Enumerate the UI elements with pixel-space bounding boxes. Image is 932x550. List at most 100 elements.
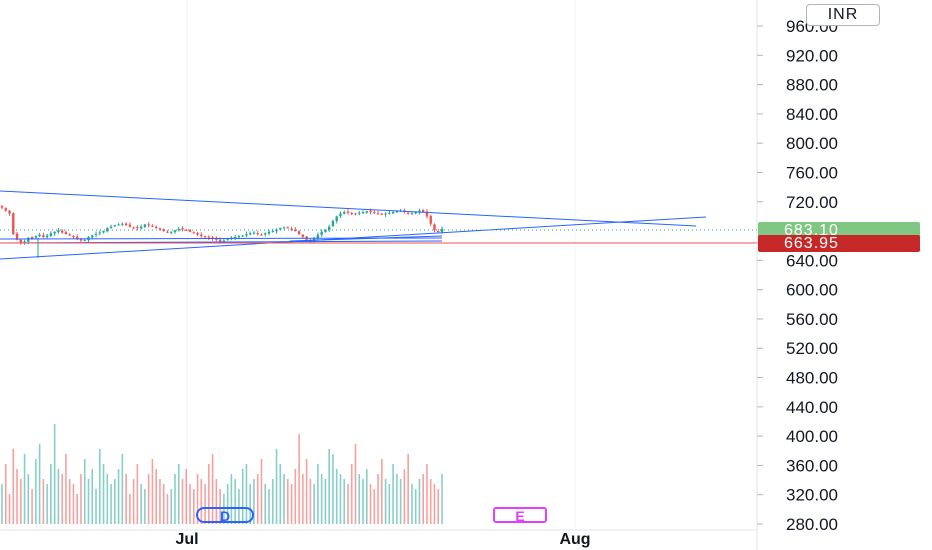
candle (373, 209, 376, 215)
candle (282, 226, 286, 230)
volume-bar (196, 474, 199, 524)
volume-bar (136, 464, 139, 524)
candle (384, 212, 387, 217)
volume-bar (12, 449, 15, 524)
volume-bar (373, 489, 376, 524)
candle (113, 224, 117, 228)
volume-bar (335, 469, 338, 524)
volume-bar (328, 449, 330, 524)
volume-bar (204, 484, 206, 524)
upper-trendline[interactable] (0, 190, 697, 227)
volume-bar (117, 469, 120, 524)
volume-bar (1, 484, 3, 524)
volume-bar (339, 474, 342, 524)
volume-bar (230, 474, 233, 524)
candle (286, 226, 290, 229)
candle (72, 234, 75, 239)
y-tick-label: 880.00 (786, 76, 838, 95)
candle (264, 232, 267, 237)
volume-bar (65, 454, 67, 524)
candle (380, 212, 384, 215)
volume-bar (53, 424, 56, 524)
volume-bar (309, 479, 312, 524)
candle (147, 222, 150, 228)
candle (136, 225, 139, 231)
currency-selector[interactable]: INR (806, 4, 880, 26)
candle (192, 231, 195, 234)
volume-bar (159, 479, 161, 524)
volume-bar (429, 479, 432, 524)
candle (34, 235, 38, 240)
y-tick-label: 400.00 (786, 427, 838, 446)
volume-bar (294, 469, 297, 524)
candle (185, 228, 188, 231)
volume-bar (31, 489, 33, 524)
y-tick-label: 480.00 (786, 369, 838, 388)
volume-bar (256, 474, 259, 524)
volume-bar (83, 459, 86, 524)
volume-bar (208, 464, 210, 524)
support-line-2[interactable] (0, 237, 443, 240)
candle (271, 228, 274, 233)
candle (245, 231, 248, 238)
candle (249, 231, 252, 236)
volume-bar (177, 464, 180, 524)
volume-bar (87, 479, 90, 524)
volume-bar (234, 479, 236, 524)
y-tick-label: 560.00 (786, 310, 838, 329)
volume-bar (283, 474, 285, 524)
price-axis[interactable]: 960.00920.00880.00840.00800.00760.00720.… (757, 17, 838, 534)
y-tick-label: 640.00 (786, 251, 838, 270)
volume-bar (433, 484, 436, 524)
candle (339, 211, 342, 219)
candle (12, 212, 15, 235)
y-tick-label: 840.00 (786, 105, 838, 124)
candle (297, 230, 301, 236)
candle (433, 223, 436, 233)
earnings-event-badge[interactable]: E (493, 507, 547, 523)
x-tick-label-aug: Aug (559, 531, 590, 548)
volume-bar (68, 479, 71, 524)
volume-bar (268, 489, 270, 524)
volume-bar (392, 464, 394, 524)
volume-bar (437, 489, 440, 524)
candle (196, 231, 199, 236)
x-tick-label-jul: Jul (175, 531, 198, 548)
candle (158, 227, 162, 231)
volume-bar (200, 479, 203, 524)
volume-bar (354, 444, 357, 524)
candle (60, 229, 64, 234)
candle (335, 215, 338, 224)
candle (376, 211, 380, 215)
time-axis[interactable]: Jul Aug (175, 531, 590, 548)
volume-bar (260, 459, 263, 524)
volume-bar (140, 484, 142, 524)
candle (8, 210, 11, 216)
candle (331, 219, 335, 228)
last-price-label: 683.10 (758, 222, 920, 239)
volume-bar (4, 464, 7, 524)
candle (53, 231, 56, 236)
volume-bar (343, 479, 346, 524)
level-price-label: 663.95 (758, 235, 920, 252)
volume-bar (358, 474, 361, 524)
candle (42, 232, 45, 239)
volume-bar (98, 449, 101, 524)
volume-bar (125, 474, 127, 524)
volume-bar (27, 474, 30, 524)
volume-bar (275, 449, 278, 524)
candle (170, 231, 173, 235)
candle (64, 230, 68, 235)
candle (166, 230, 169, 234)
volume-bar (211, 454, 214, 524)
volume-bar (407, 454, 409, 524)
volume-bar (121, 454, 124, 524)
candle (121, 222, 124, 227)
volume-bar (155, 469, 157, 524)
candle (267, 229, 271, 236)
volume-bar (166, 494, 169, 524)
candlestick-series (0, 204, 444, 258)
dividend-event-badge[interactable]: D (196, 507, 254, 523)
trendline-drawings[interactable] (0, 190, 707, 260)
